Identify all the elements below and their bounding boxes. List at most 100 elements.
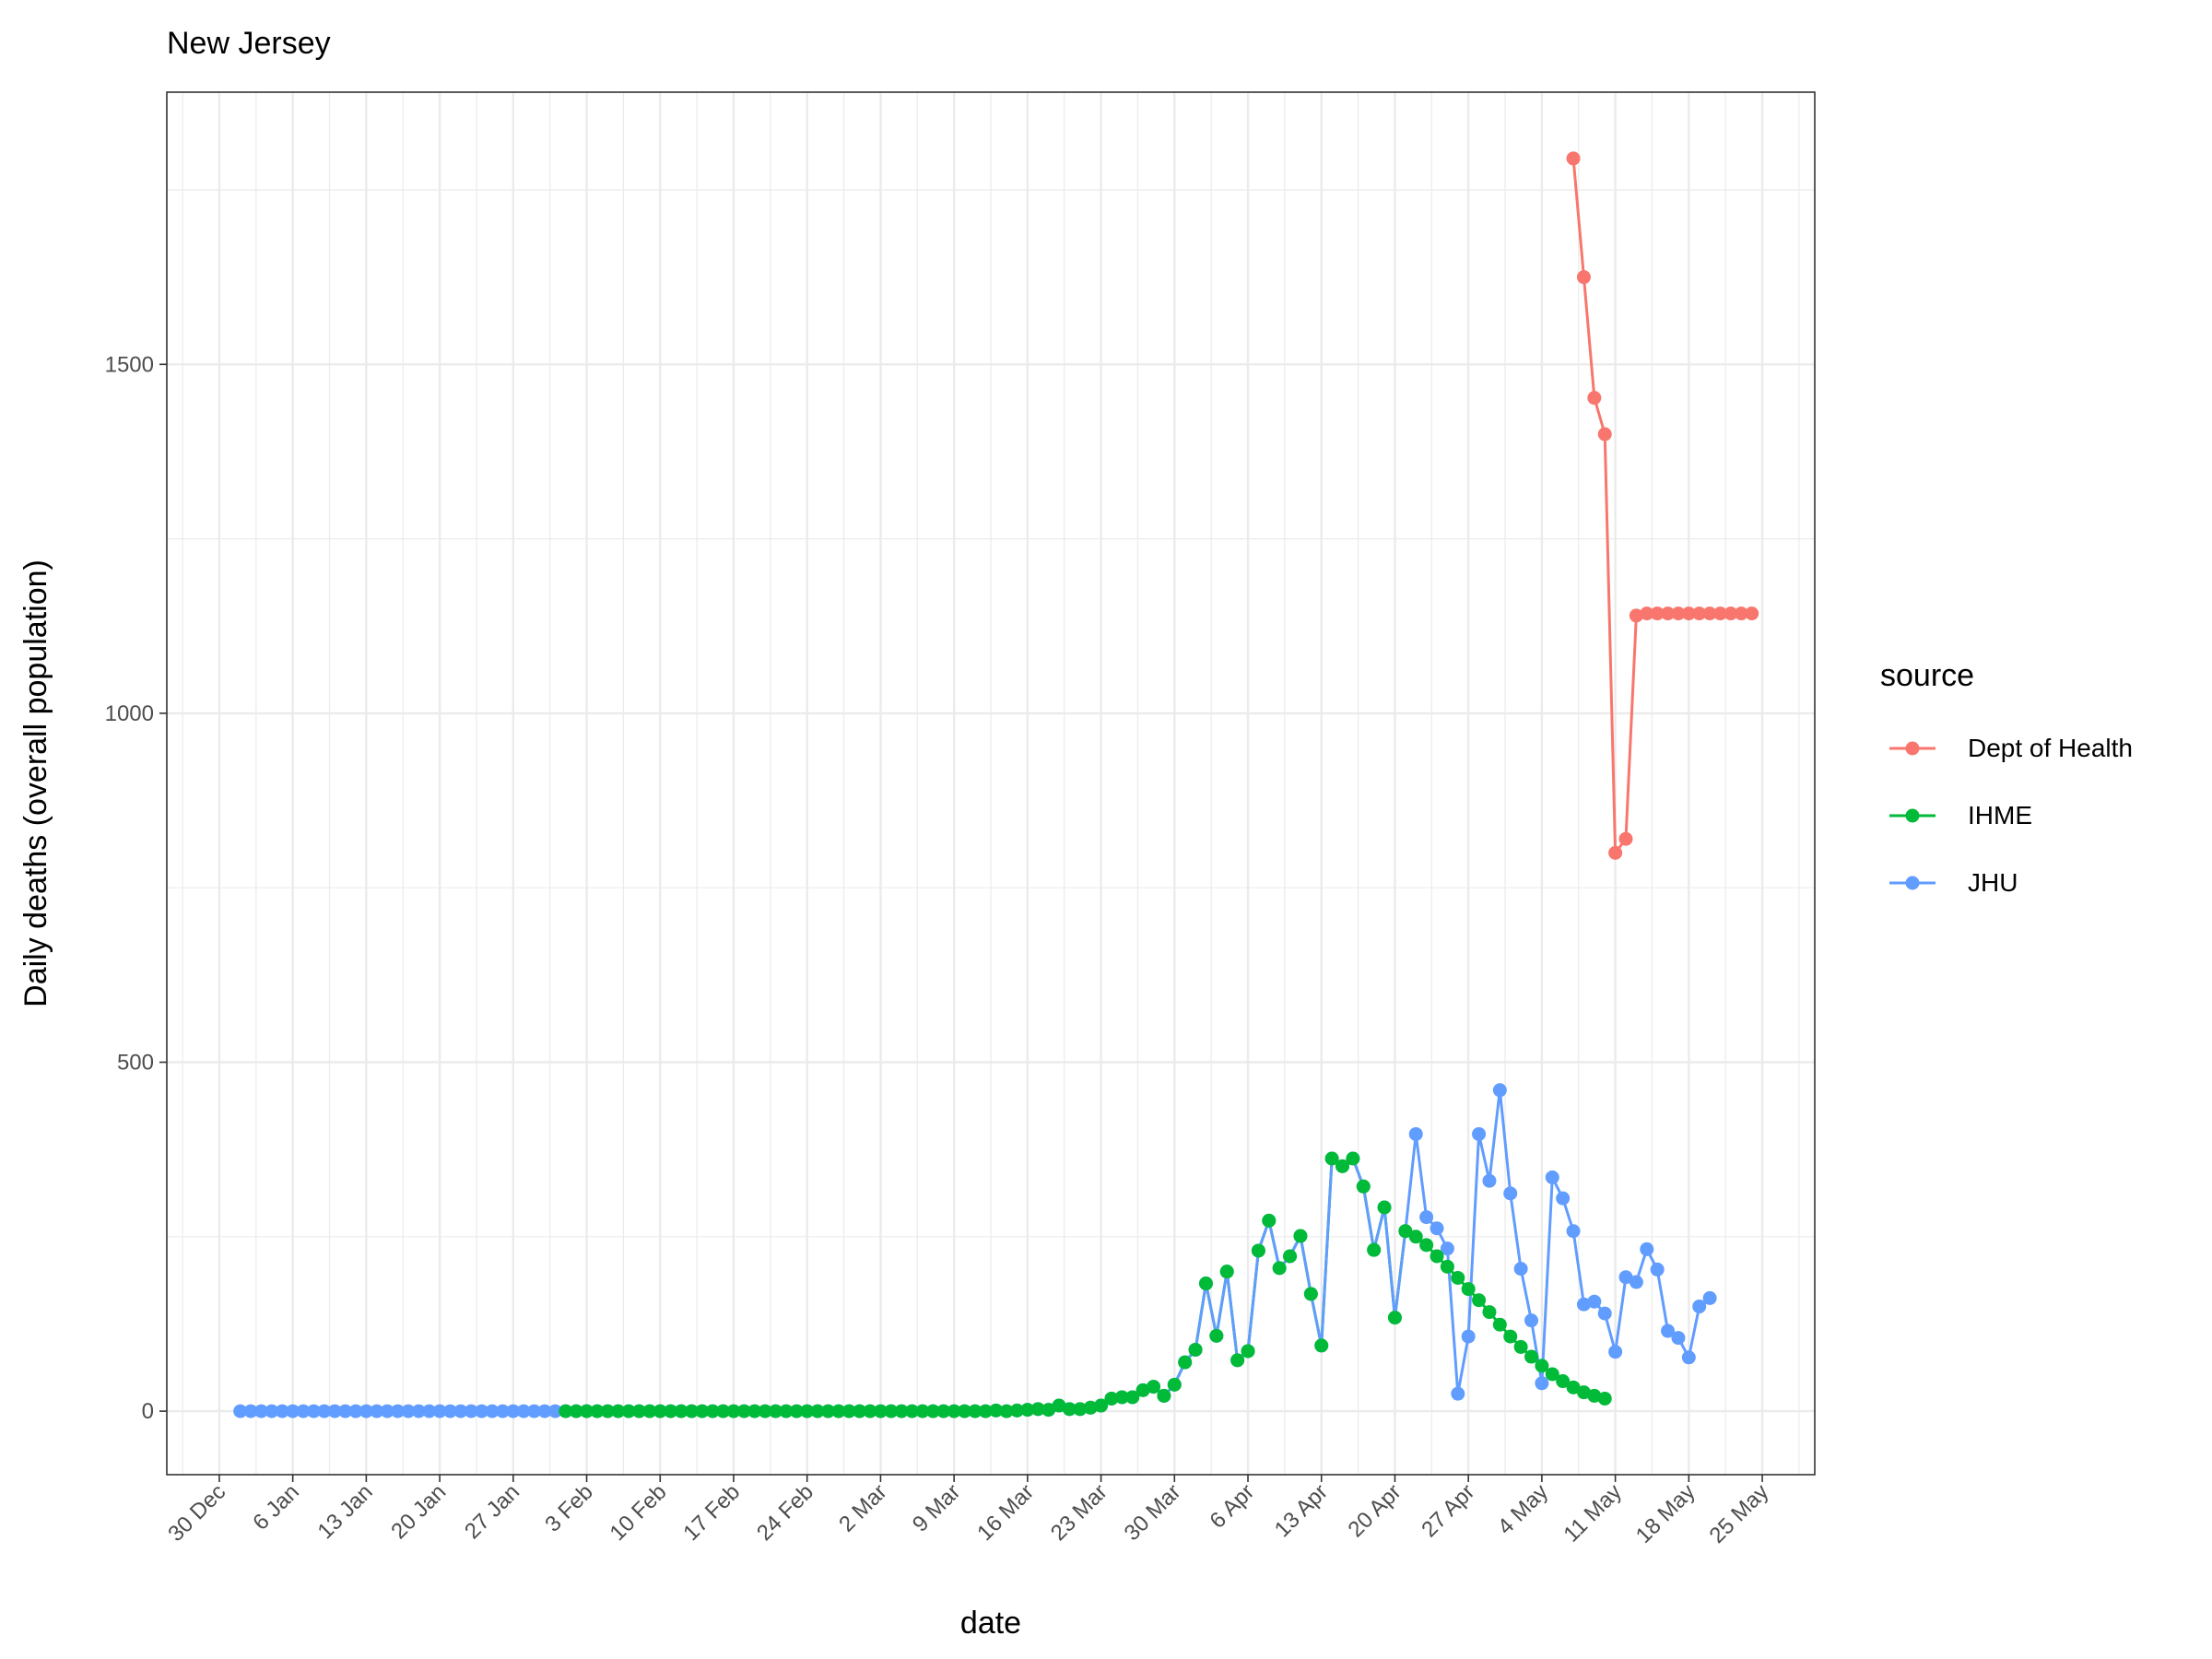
data-point [1745, 606, 1759, 621]
data-point [317, 1404, 332, 1418]
data-point [1387, 1311, 1402, 1325]
data-point [1451, 1270, 1465, 1285]
data-point [1535, 1359, 1549, 1373]
data-point [253, 1404, 268, 1418]
data-point [968, 1404, 982, 1418]
data-point [432, 1404, 447, 1418]
data-point [1629, 608, 1643, 623]
data-point [915, 1404, 930, 1418]
data-point [600, 1404, 615, 1418]
data-point [800, 1404, 815, 1418]
data-point [1692, 606, 1707, 621]
data-point [306, 1404, 321, 1418]
data-point [495, 1404, 510, 1418]
data-point [275, 1404, 289, 1418]
data-point [506, 1404, 521, 1418]
y-axis-title: Daily deaths (overall population) [18, 559, 53, 1007]
data-point [1556, 1191, 1571, 1206]
data-point [547, 1404, 562, 1418]
data-point [1157, 1388, 1171, 1403]
data-point [653, 1404, 667, 1418]
data-point [894, 1404, 909, 1418]
legend-label: IHME [1968, 801, 2032, 830]
data-point [1398, 1224, 1413, 1239]
data-point [1135, 1382, 1150, 1397]
data-point [1219, 1265, 1234, 1279]
data-point [1030, 1402, 1045, 1417]
data-point [1724, 606, 1738, 621]
x-axis-title: date [960, 1606, 1021, 1641]
data-point [1356, 1179, 1371, 1194]
data-point [370, 1404, 384, 1418]
data-point [905, 1404, 920, 1418]
data-point [1618, 831, 1633, 846]
data-point [1713, 606, 1728, 621]
data-point [789, 1404, 804, 1418]
data-point [1576, 1385, 1591, 1400]
legend-key-point [1905, 876, 1920, 890]
data-point [348, 1404, 363, 1418]
data-point [1702, 1290, 1717, 1305]
data-point [380, 1404, 394, 1418]
data-point [758, 1404, 772, 1418]
data-point [265, 1404, 279, 1418]
data-point [769, 1404, 783, 1418]
data-point [884, 1404, 899, 1418]
data-point [1230, 1353, 1245, 1368]
data-point [1377, 1200, 1392, 1215]
data-point [1283, 1249, 1298, 1264]
data-point [1241, 1344, 1255, 1359]
data-point [841, 1404, 856, 1418]
data-point [1618, 1270, 1633, 1285]
data-point [611, 1404, 626, 1418]
legend-title: source [1880, 658, 1974, 693]
data-point [559, 1404, 573, 1418]
data-point [1440, 1259, 1454, 1274]
data-point [1472, 1126, 1487, 1141]
data-point [1524, 1313, 1539, 1328]
data-point [1251, 1243, 1265, 1258]
data-point [747, 1404, 762, 1418]
data-point [1566, 1380, 1581, 1394]
data-point [695, 1404, 710, 1418]
data-point [1681, 606, 1696, 621]
data-point [401, 1404, 416, 1418]
data-point [621, 1404, 636, 1418]
data-point [1147, 1380, 1161, 1394]
data-point [1671, 1331, 1686, 1346]
data-point [1430, 1249, 1444, 1264]
data-point [442, 1404, 457, 1418]
data-point [1303, 1287, 1318, 1301]
y-tick-label: 1000 [105, 701, 154, 726]
data-point [1597, 1391, 1612, 1406]
data-point [1094, 1398, 1109, 1413]
grid [167, 92, 1815, 1475]
data-point [1587, 391, 1602, 406]
data-point [1608, 1345, 1623, 1359]
data-point [1430, 1221, 1444, 1236]
data-point [1492, 1317, 1507, 1332]
data-point [338, 1404, 353, 1418]
data-point [1419, 1210, 1434, 1225]
data-point [820, 1404, 835, 1418]
data-point [411, 1404, 426, 1418]
data-point [925, 1404, 940, 1418]
data-point [569, 1404, 583, 1418]
data-point [1608, 845, 1623, 860]
data-point [1482, 1305, 1497, 1320]
data-point [475, 1404, 489, 1418]
data-point [1009, 1403, 1024, 1418]
data-point [1597, 427, 1612, 441]
legend-label: Dept of Health [1968, 734, 2133, 762]
data-point [1661, 1324, 1676, 1338]
data-point [1692, 1300, 1707, 1314]
data-point [1576, 270, 1591, 285]
data-point [1503, 1186, 1518, 1201]
data-point [453, 1404, 468, 1418]
data-point [1408, 1230, 1423, 1244]
data-point [327, 1404, 342, 1418]
data-point [989, 1403, 1004, 1418]
data-point [1041, 1403, 1056, 1418]
